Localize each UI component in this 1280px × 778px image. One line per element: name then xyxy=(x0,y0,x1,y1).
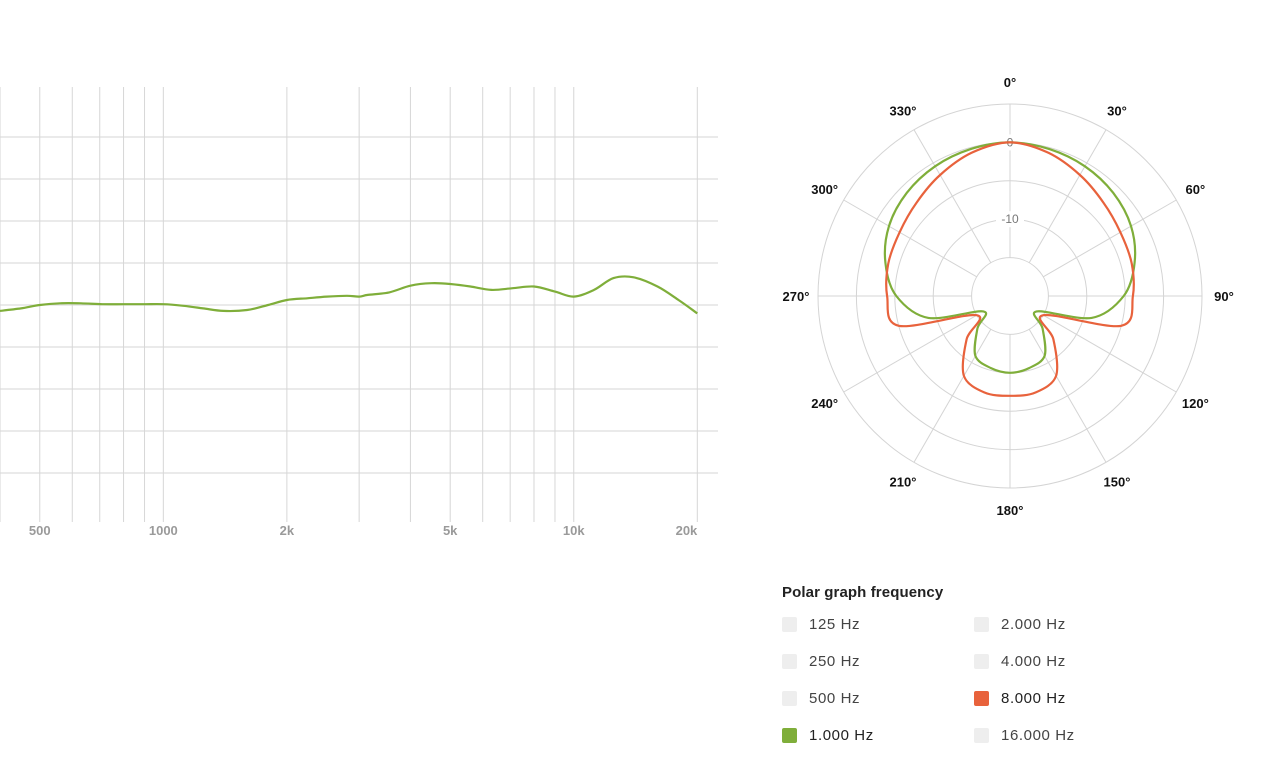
polar-spoke xyxy=(913,329,992,463)
legend-item-label: 8.000 Hz xyxy=(1001,689,1066,707)
legend-item-1000hz[interactable]: 1.000 Hz xyxy=(782,726,974,744)
polar-series-line xyxy=(885,141,1135,397)
legend-item-label: 500 Hz xyxy=(809,689,861,707)
legend-item-label: 2.000 Hz xyxy=(1001,615,1066,633)
angle-label: 60° xyxy=(1185,182,1205,197)
polar-spoke xyxy=(843,199,977,278)
legend-swatch xyxy=(974,653,989,669)
polar-ring xyxy=(971,257,1049,335)
frequency-response-line xyxy=(0,275,698,315)
legend-swatch xyxy=(782,653,797,669)
legend-item-label: 16.000 Hz xyxy=(1001,726,1075,744)
angle-label: 0° xyxy=(1004,75,1016,90)
legend-title: Polar graph frequency xyxy=(782,584,944,601)
x-tick-label: 5k xyxy=(443,523,458,538)
polar-spoke xyxy=(1043,199,1177,278)
angle-label: 30° xyxy=(1107,104,1127,119)
legend-swatch xyxy=(782,690,797,706)
polar-spoke xyxy=(1043,314,1177,393)
legend-swatch xyxy=(974,690,989,706)
x-tick-label: 20k xyxy=(676,523,698,538)
polar-spoke xyxy=(1028,329,1107,463)
angle-label: 300° xyxy=(811,182,838,197)
legend-swatch xyxy=(974,727,989,743)
frequency-tick-labels: 500 1000 2k 5k 10k 20k xyxy=(29,523,698,538)
legend-item-250hz[interactable]: 250 Hz xyxy=(782,652,974,670)
angle-label: 120° xyxy=(1182,396,1209,411)
polar-spoke xyxy=(1028,129,1107,263)
polar-series xyxy=(883,141,1137,397)
polar-series-line xyxy=(883,141,1137,374)
x-tick-label: 1000 xyxy=(149,523,178,538)
x-tick-label: 500 xyxy=(29,523,51,538)
polar-angle-labels: 0° 30° 60° 90° 120° 150° 180° 210° 240° 270° 300° 3… xyxy=(783,75,1234,518)
legend-item-2000hz[interactable]: 2.000 Hz xyxy=(974,615,1166,633)
angle-label: 240° xyxy=(811,396,838,411)
legend-item-label: 250 Hz xyxy=(809,652,861,670)
radial-label-bg xyxy=(996,211,1024,228)
legend-swatch xyxy=(974,616,989,632)
legend-item-label: 4.000 Hz xyxy=(1001,652,1066,670)
angle-label: 210° xyxy=(890,474,917,489)
polar-pattern-chart: 0-10 0° 30° 60° 90° 120° 150° 180° 210° 240° 270°… xyxy=(783,75,1234,518)
angle-label: 180° xyxy=(997,503,1024,518)
polar-frequency-legend: Polar graph frequency 125 Hz 2.000 Hz 25… xyxy=(782,584,1182,744)
angle-label: 330° xyxy=(890,104,917,119)
frequency-response-chart: 500 1000 2k 5k 10k 20k xyxy=(0,87,718,538)
angle-label: 90° xyxy=(1214,289,1234,304)
legend-item-label: 1.000 Hz xyxy=(809,726,874,744)
legend-item-label: 125 Hz xyxy=(809,615,861,633)
angle-label: 270° xyxy=(783,289,810,304)
legend-swatch xyxy=(782,727,797,743)
polar-spoke xyxy=(913,129,992,263)
polar-grid: 0-10 xyxy=(817,103,1203,489)
x-tick-label: 2k xyxy=(280,523,295,538)
polar-spoke xyxy=(843,314,977,393)
legend-item-125hz[interactable]: 125 Hz xyxy=(782,615,974,633)
x-tick-label: 10k xyxy=(563,523,585,538)
legend-swatch xyxy=(782,616,797,632)
angle-label: 150° xyxy=(1104,474,1131,489)
legend-grid: 125 Hz 2.000 Hz 250 Hz 4.000 Hz 500 Hz 8… xyxy=(782,615,1182,744)
frequency-series xyxy=(0,275,698,315)
legend-item-16000hz[interactable]: 16.000 Hz xyxy=(974,726,1166,744)
radial-label: -10 xyxy=(1001,212,1019,226)
legend-item-500hz[interactable]: 500 Hz xyxy=(782,689,974,707)
legend-item-8000hz[interactable]: 8.000 Hz xyxy=(974,689,1166,707)
legend-item-4000hz[interactable]: 4.000 Hz xyxy=(974,652,1166,670)
